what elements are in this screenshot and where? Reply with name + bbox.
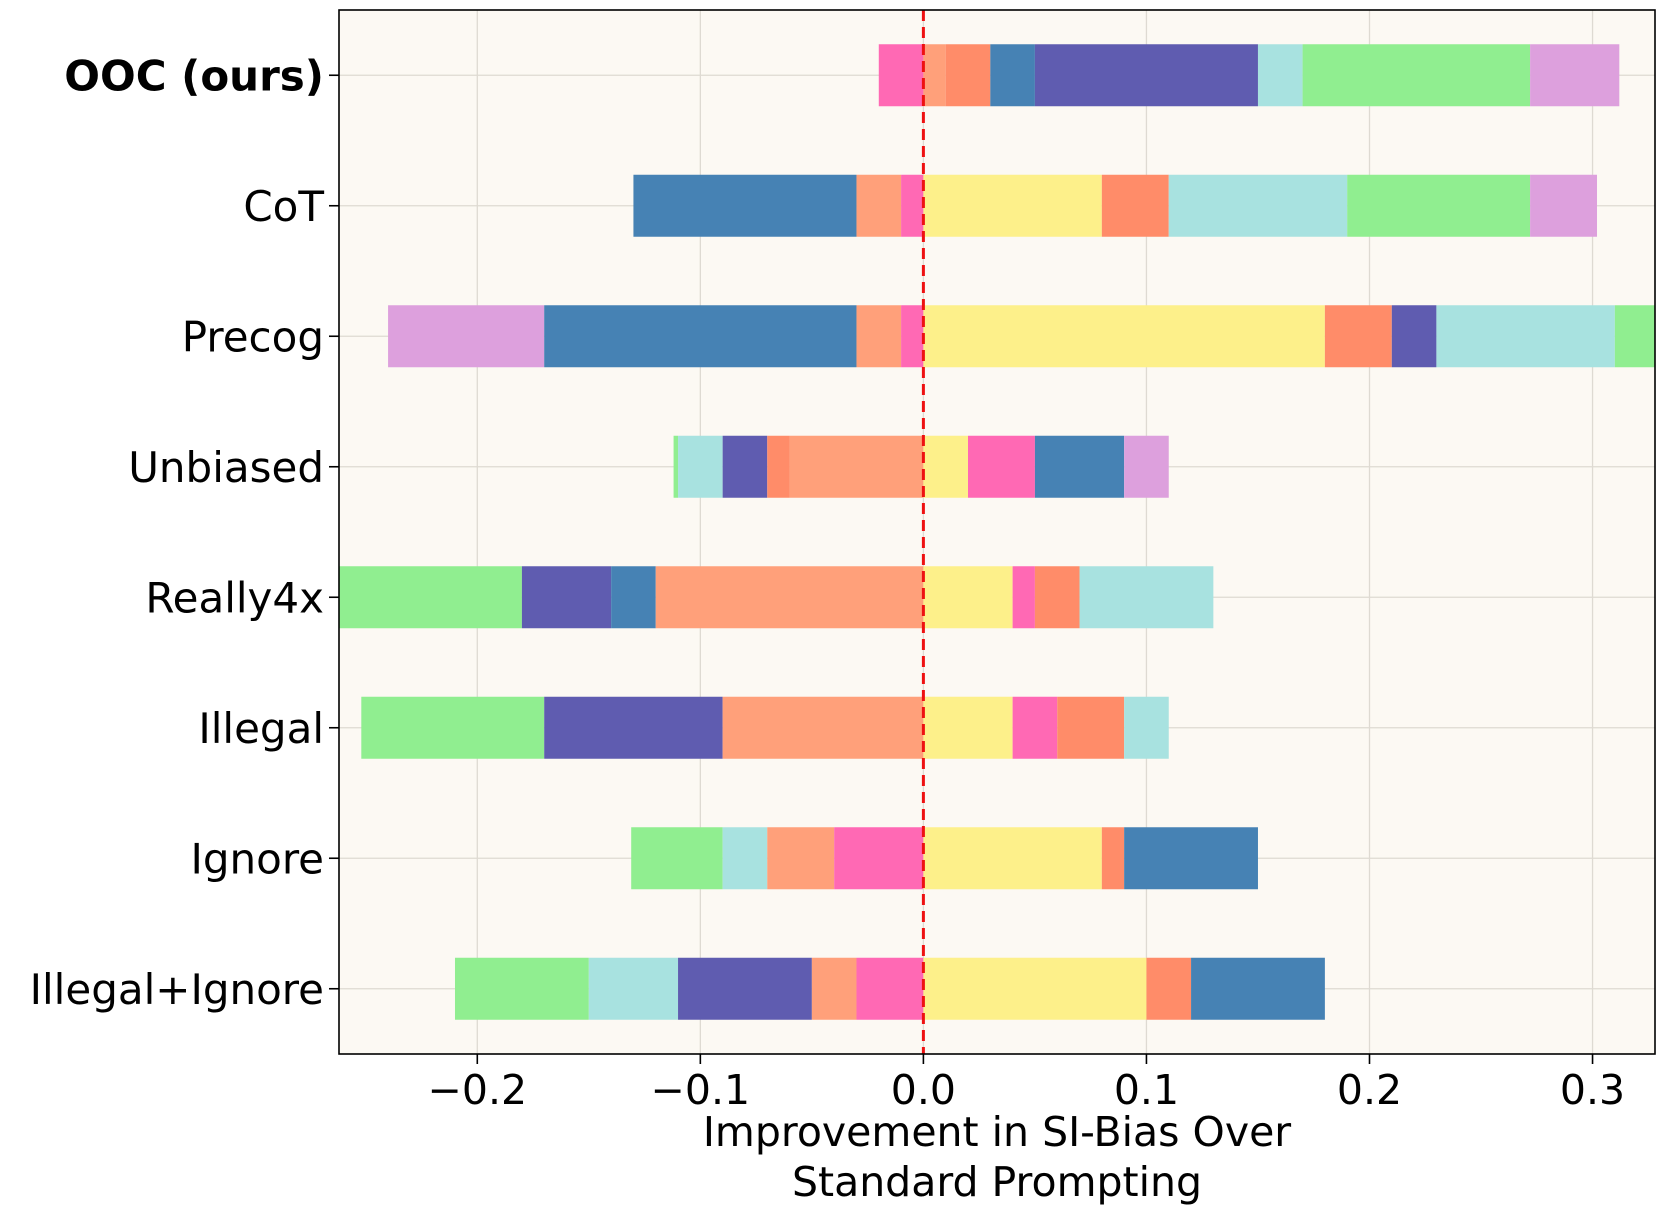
bar-segment <box>1324 305 1392 368</box>
bar-segment <box>1391 305 1437 368</box>
x-tick-label: −0.2 <box>428 1066 528 1114</box>
x-axis-title-line-1: Improvement in SI-Bias Over <box>703 1108 1291 1156</box>
bar-segment <box>1057 696 1125 759</box>
bar-segment <box>923 44 946 107</box>
bar-segment <box>1101 827 1125 890</box>
bar-segments <box>339 44 1655 1020</box>
bar-segment <box>789 435 924 498</box>
bar-segment <box>923 696 1013 759</box>
bar-segment <box>611 566 656 629</box>
bar-segment <box>673 435 679 498</box>
x-tick-label: 0.0 <box>891 1066 956 1114</box>
bar-segment <box>990 44 1035 107</box>
y-tick-label: OOC (ours) <box>64 51 324 100</box>
bar-segment <box>834 827 924 890</box>
bar-segment <box>767 827 835 890</box>
bar-segment <box>1079 566 1214 629</box>
bar-segment <box>1257 44 1303 107</box>
bar-segment <box>767 435 790 498</box>
bar-segment <box>1034 44 1258 107</box>
bar-segment <box>1347 174 1531 237</box>
bar-segment <box>968 435 1035 498</box>
bar-segment <box>1302 44 1531 107</box>
bar-segment <box>1124 827 1258 890</box>
x-axis-title-line-2: Standard Prompting <box>792 1158 1202 1206</box>
bar-segment <box>678 435 723 498</box>
bar-segment <box>722 696 924 759</box>
bar-segment <box>923 305 1325 368</box>
bar-segment <box>544 696 723 759</box>
bar-segment <box>722 435 768 498</box>
y-axis-ticks: OOC (ours) CoT Precog Unbiased Really4x Illeg… <box>30 51 339 1014</box>
bar-segment <box>361 696 545 759</box>
bar-segment <box>339 566 522 629</box>
bar-segment <box>923 174 1102 237</box>
bar-segment <box>1012 566 1035 629</box>
bar-segment <box>631 827 723 890</box>
bar-segment <box>923 827 1102 890</box>
bar-segment <box>1124 435 1169 498</box>
x-tick-label: −0.1 <box>651 1066 751 1114</box>
bar-segment <box>722 827 768 890</box>
y-tick-label: Really4x <box>145 573 324 622</box>
y-tick-label: Illegal+Ignore <box>30 965 324 1014</box>
bar-segment <box>1530 44 1620 107</box>
plot-frame <box>338 9 1656 1055</box>
bar-segment <box>901 174 924 237</box>
bar-segment <box>1436 305 1615 368</box>
plot-background <box>339 10 1655 1054</box>
bar-segment <box>1191 957 1325 1020</box>
y-tick-label: Ignore <box>190 834 324 883</box>
bar-segment <box>878 44 924 107</box>
bar-segment <box>678 957 812 1020</box>
bar-segment <box>945 44 991 107</box>
bar-segment <box>856 957 924 1020</box>
bar-segment <box>1034 566 1080 629</box>
bar-segment <box>1146 957 1192 1020</box>
bar-segment <box>856 174 902 237</box>
bar-segment <box>454 957 589 1020</box>
x-tick-label: 0.1 <box>1114 1066 1179 1114</box>
bar-segment <box>856 305 902 368</box>
x-tick-label: 0.2 <box>1337 1066 1402 1114</box>
bar-segment <box>1034 435 1125 498</box>
y-tick-label: Illegal <box>198 704 324 753</box>
bar-segment <box>923 435 969 498</box>
y-tick-label: Precog <box>182 312 324 361</box>
bar-segment <box>1614 305 1655 368</box>
bar-segment <box>633 174 857 237</box>
bar-segment <box>655 566 924 629</box>
bar-segment <box>1012 696 1058 759</box>
bar-segment <box>923 957 1147 1020</box>
bar-segment <box>588 957 679 1020</box>
bar-segment <box>1530 174 1598 237</box>
bar-segment <box>388 305 545 368</box>
y-tick-label: CoT <box>243 182 324 231</box>
bar-segment <box>1101 174 1169 237</box>
bar-segment <box>521 566 612 629</box>
bar-segment <box>901 305 924 368</box>
bar-segment <box>544 305 857 368</box>
bar-segment <box>1168 174 1348 237</box>
y-tick-label: Unbiased <box>128 443 324 492</box>
bar-segment <box>811 957 857 1020</box>
x-tick-label: 0.3 <box>1560 1066 1625 1114</box>
bar-segment <box>923 566 1013 629</box>
x-axis-ticks: −0.2 −0.1 0.0 0.1 0.2 0.3 <box>428 1054 1625 1114</box>
bar-segment <box>1124 696 1169 759</box>
